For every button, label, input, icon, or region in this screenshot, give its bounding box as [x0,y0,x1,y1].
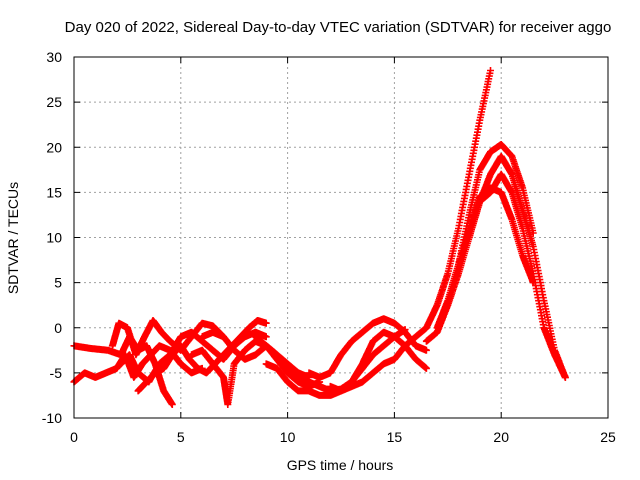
x-tick-label: 0 [70,429,78,445]
series-sat-e [134,317,270,395]
y-tick-label: 15 [46,184,62,200]
x-tick-label: 10 [280,429,296,445]
x-tick-label: 15 [387,429,403,445]
y-axis-ticks: -10 -5 0 5 10 15 20 25 30 [42,49,608,426]
series-markers [326,67,494,395]
x-axis-ticks: 0 5 10 15 20 25 [70,57,616,445]
x-tick-label: 5 [177,429,185,445]
series-markers [134,317,270,395]
x-tick-label: 25 [600,429,616,445]
y-tick-label: 20 [46,139,62,155]
y-tick-label: -5 [50,365,63,381]
y-tick-label: 5 [54,275,62,291]
y-tick-label: 25 [46,94,62,110]
x-tick-label: 20 [493,429,509,445]
data-series [70,67,569,408]
chart-title: Day 020 of 2022, Sidereal Day-to-day VTE… [65,19,612,36]
x-axis-label: GPS time / hours [287,457,394,473]
y-tick-label: 30 [46,49,62,65]
y-axis-label: SDTVAR / TECUs [5,182,21,294]
y-tick-label: -10 [42,410,62,426]
series-sat-k [326,67,494,395]
y-tick-label: 10 [46,230,62,246]
y-tick-label: 0 [54,320,62,336]
series-sat-o [465,170,569,381]
series-markers [465,170,569,381]
